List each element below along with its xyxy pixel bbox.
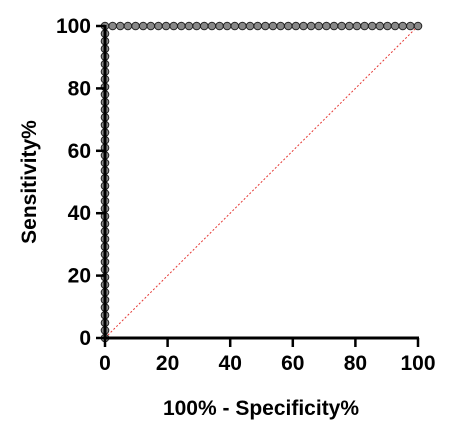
- axes: 0 20 40 60 80 100 0 20 40 60 80 100: [56, 15, 436, 375]
- roc-point: [360, 21, 369, 31]
- roc-point: [367, 21, 377, 31]
- roc-point: [245, 21, 255, 31]
- x-tick-label: 60: [281, 352, 304, 375]
- roc-point: [383, 21, 392, 31]
- roc-point: [146, 21, 156, 31]
- roc-point: [177, 21, 186, 31]
- roc-point: [108, 21, 117, 31]
- roc-point: [398, 21, 408, 31]
- roc-point: [352, 21, 362, 31]
- x-tick-label: 20: [156, 352, 179, 375]
- y-tick-label: 80: [68, 77, 91, 100]
- roc-point: [192, 21, 201, 31]
- roc-point: [268, 21, 278, 31]
- x-tick-label: 0: [99, 352, 111, 375]
- roc-point: [314, 21, 324, 31]
- roc-point: [390, 21, 400, 31]
- roc-point: [169, 21, 179, 31]
- roc-point: [291, 21, 301, 31]
- y-tick-label: 20: [68, 265, 91, 288]
- roc-point: [230, 21, 240, 31]
- y-tick-label: 40: [68, 202, 91, 225]
- roc-point: [413, 21, 423, 31]
- y-tick-label: 100: [56, 15, 91, 38]
- roc-point: [131, 21, 140, 31]
- roc-point: [299, 21, 308, 31]
- roc-point: [344, 21, 354, 31]
- roc-point: [337, 21, 346, 31]
- y-tick-label: 0: [79, 327, 91, 350]
- reference-diagonal-line: [104, 25, 419, 339]
- roc-point: [322, 21, 331, 31]
- roc-point: [199, 21, 209, 31]
- roc-point: [253, 21, 262, 31]
- roc-point: [161, 21, 171, 31]
- roc-point: [115, 21, 125, 31]
- x-tick-label: 40: [219, 352, 242, 375]
- roc-point: [184, 21, 194, 31]
- y-tick-label: 60: [68, 140, 91, 163]
- roc-point: [261, 21, 270, 31]
- roc-point: [207, 21, 217, 31]
- roc-point: [138, 21, 148, 31]
- x-axis-title: 100% - Specificity%: [163, 397, 359, 420]
- roc-point: [406, 21, 415, 31]
- roc-point: [123, 21, 133, 31]
- y-axis-title: Sensitivity%: [18, 120, 41, 244]
- x-tick-label: 80: [344, 352, 367, 375]
- roc-point: [375, 21, 385, 31]
- roc-point: [329, 21, 339, 31]
- roc-point: [306, 21, 316, 31]
- roc-point: [238, 21, 247, 31]
- reference-line-layer: [104, 25, 419, 339]
- roc-point: [222, 21, 232, 31]
- roc-curve-layer: [100, 21, 423, 343]
- x-tick-label: 100: [400, 352, 435, 375]
- roc-point: [154, 21, 163, 31]
- roc-point: [283, 21, 293, 31]
- roc-point: [215, 21, 224, 31]
- roc-point: [276, 21, 285, 31]
